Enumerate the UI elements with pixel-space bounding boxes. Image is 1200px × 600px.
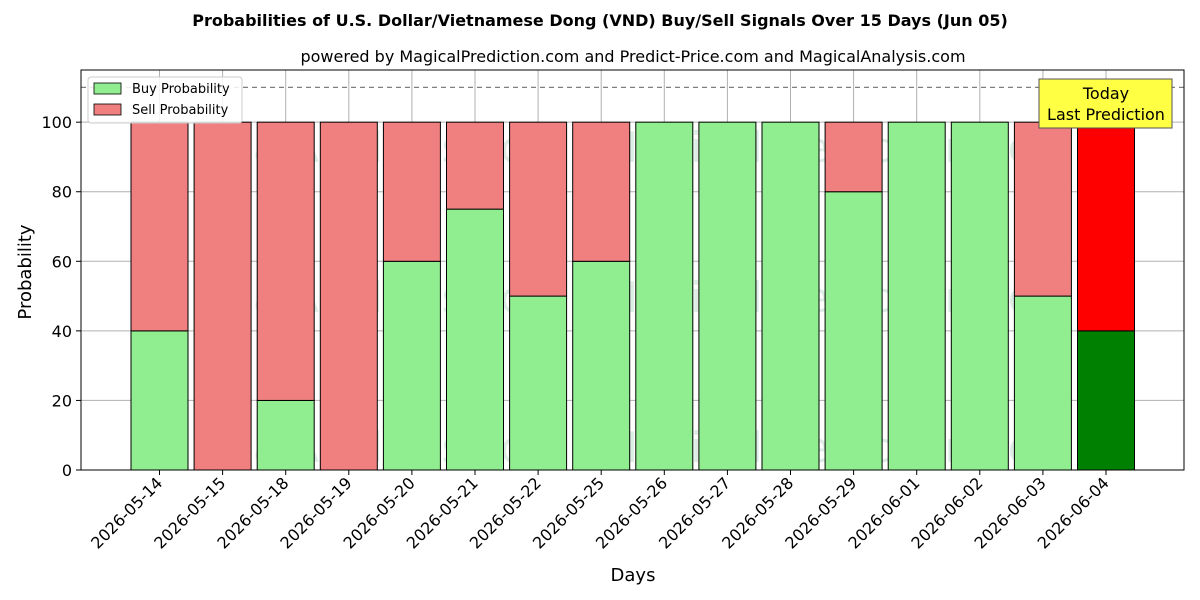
bar-buy-2026-05-14 (130, 330, 189, 471)
bar-sell-2026-05-19 (319, 121, 378, 471)
legend-frame (87, 76, 243, 124)
bar-sell-2026-05-29 (824, 121, 883, 193)
bar-buy-2026-05-29 (824, 191, 883, 471)
y-tick-label: 60 (52, 252, 72, 271)
bar-buy-2026-06-04 (1077, 330, 1135, 471)
bar-sell-2026-05-21 (446, 121, 504, 210)
annotation-text: Today (1082, 84, 1129, 103)
legend-label: Buy Probability (132, 82, 230, 97)
y-tick-label: 100 (41, 113, 72, 132)
bar-buy-2026-05-28 (761, 121, 820, 471)
bar-buy-2026-05-25 (572, 260, 631, 471)
y-tick-label: 40 (52, 322, 72, 341)
bar-sell-2026-05-22 (509, 121, 568, 297)
bar-sell-2026-06-04 (1077, 121, 1135, 332)
bar-buy-2026-05-18 (256, 399, 315, 471)
legend-swatch (93, 82, 122, 95)
chart-title: Probabilities of U.S. Dollar/Vietnamese … (192, 11, 1008, 30)
annotation-text: Last Prediction (1047, 105, 1165, 124)
bar-buy-2026-05-26 (635, 121, 694, 471)
overlay-layer: Today Last Prediction Buy Probability Sell … (81, 76, 1184, 129)
bar-buy-2026-05-21 (446, 208, 504, 471)
bar-buy-2026-05-22 (509, 295, 568, 471)
bar-buy-2026-05-27 (698, 121, 757, 471)
bar-buy-2026-06-03 (1013, 295, 1072, 471)
chart-subtitle: powered by MagicalPrediction.com and Pre… (300, 47, 965, 66)
legend-label: Sell Probability (132, 103, 229, 118)
legend: Buy Probability Sell Probability (87, 76, 243, 124)
bar-buy-2026-06-02 (950, 121, 1009, 471)
bar-buy-2026-05-20 (382, 260, 441, 471)
bar-sell-2026-05-18 (256, 121, 315, 401)
bar-sell-2026-05-14 (130, 121, 189, 332)
y-axis-title: Probability (15, 224, 36, 319)
bar-sell-2026-05-15 (193, 121, 252, 471)
bar-sell-2026-05-25 (572, 121, 631, 262)
bar-buy-2026-06-01 (887, 121, 946, 471)
y-tick-label: 0 (62, 461, 72, 480)
legend-swatch (93, 103, 122, 116)
bar-sell-2026-06-03 (1013, 121, 1072, 297)
plot-frame (80, 69, 1185, 471)
y-tick-label: 20 (52, 391, 72, 410)
x-axis-title: Days (611, 565, 656, 586)
bar-sell-2026-05-20 (382, 121, 441, 262)
annotation-box (1038, 78, 1173, 129)
bars-layer (130, 121, 1135, 471)
y-tick-label: 80 (52, 183, 72, 202)
